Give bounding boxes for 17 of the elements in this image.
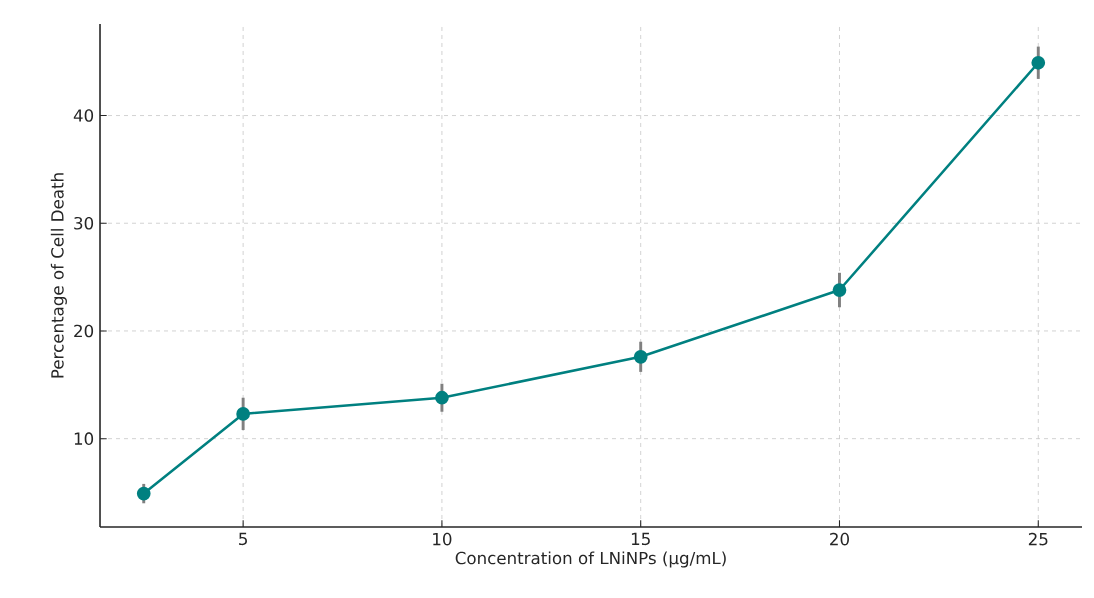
point [832, 283, 847, 297]
point [1031, 55, 1046, 70]
point [633, 349, 648, 364]
point [136, 486, 151, 501]
x-tick-label: 15 [631, 532, 650, 546]
x-tick-label: 5 [239, 532, 247, 546]
y-axis-title: Percentage of Cell Death [50, 173, 67, 378]
y-tick-label: 10 [74, 432, 94, 445]
point [236, 407, 250, 421]
point [435, 390, 449, 405]
y-tick-label: 20 [74, 324, 94, 338]
x-axis-title: Concentration of LNiNPs (µg/mL) [455, 551, 726, 568]
x-tick-label: 20 [830, 532, 849, 546]
y-tick-label: 30 [74, 216, 94, 230]
y-tick-label: 40 [73, 109, 94, 122]
x-tick-label: 25 [1028, 532, 1048, 546]
x-tick-label: 10 [433, 532, 452, 546]
